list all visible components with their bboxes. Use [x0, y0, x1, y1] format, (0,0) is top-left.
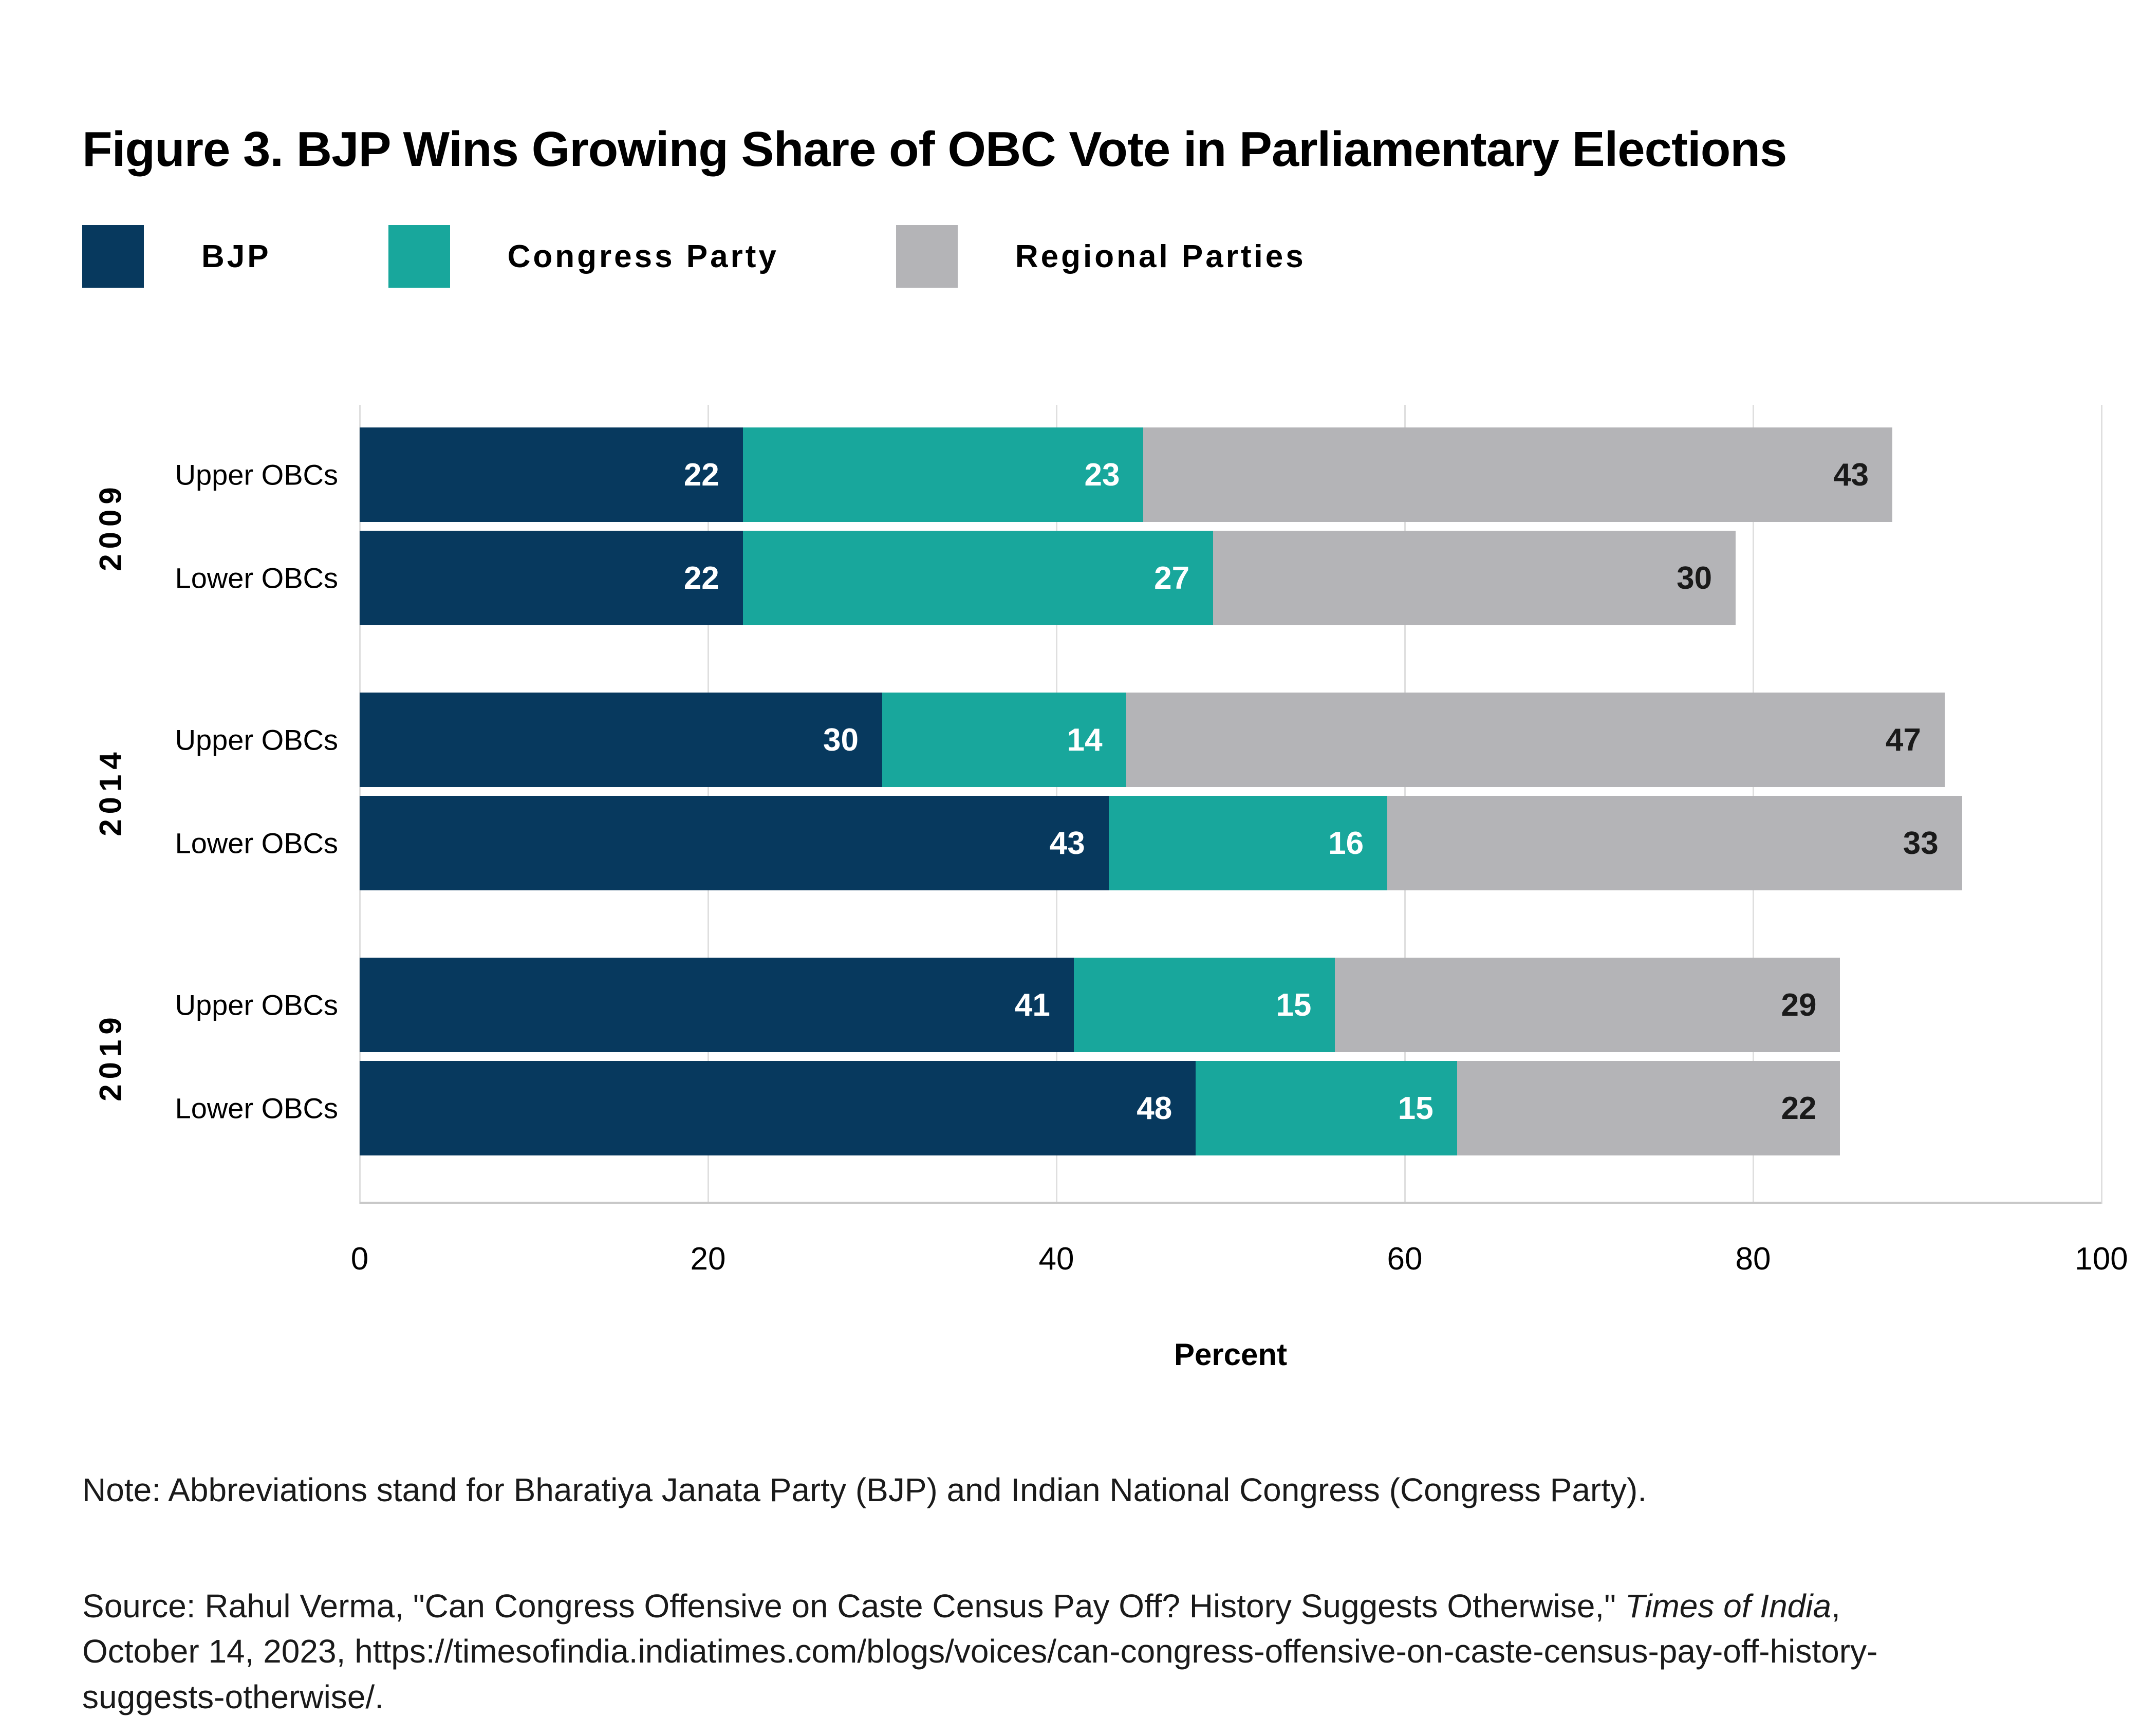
x-tick-label-60: 60 [1387, 1241, 1423, 1277]
bar-segment-bjp: 41 [360, 958, 1074, 1052]
bar-segment-regional-parties: 43 [1143, 427, 1893, 522]
legend-swatch-regional [896, 225, 958, 288]
bar-segment-bjp: 48 [360, 1061, 1196, 1155]
source-suffix: , October 14, 2023, https://timesofindia… [82, 1588, 1878, 1715]
x-tick-label-100: 100 [2075, 1241, 2128, 1277]
category-label: Lower OBCs [175, 1092, 338, 1125]
bar-row-2019-upper-obcs: Upper OBCs 41 15 29 [175, 958, 2101, 1052]
category-label: Lower OBCs [175, 827, 338, 860]
bar-track: 48 15 22 [360, 1061, 2101, 1155]
x-axis-title: Percent [1174, 1337, 1288, 1372]
bar-group-2014: 2014 Upper OBCs 30 14 47 Lower OBCs 43 16 33 [94, 693, 2101, 890]
year-label-2019: 2019 [93, 1012, 128, 1102]
bar-segment-congress-party: 15 [1073, 958, 1335, 1052]
bar-segment-regional-parties: 33 [1387, 796, 1962, 890]
legend-item-congress: Congress Party [388, 225, 779, 288]
bar-segment-bjp: 22 [360, 427, 743, 522]
category-label: Upper OBCs [175, 723, 338, 756]
bar-segment-congress-party: 14 [882, 693, 1126, 787]
category-label: Upper OBCs [175, 988, 338, 1021]
bar-group-2009: 2009 Upper OBCs 22 23 43 Lower OBCs 22 27 30 [94, 427, 2101, 625]
category-label: Lower OBCs [175, 562, 338, 594]
x-axis-line [360, 1202, 2101, 1204]
bar-row-2019-lower-obcs: Lower OBCs 48 15 22 [175, 1061, 2101, 1155]
bar-row-2014-lower-obcs: Lower OBCs 43 16 33 [175, 796, 2101, 890]
bar-segment-congress-party: 27 [742, 531, 1214, 625]
x-tick-label-40: 40 [1038, 1241, 1074, 1277]
legend-label-bjp: BJP [201, 238, 271, 274]
category-label: Upper OBCs [175, 458, 338, 491]
bar-track: 43 16 33 [360, 796, 2101, 890]
bar-row-2009-lower-obcs: Lower OBCs 22 27 30 [175, 531, 2101, 625]
x-tick-label-80: 80 [1735, 1241, 1771, 1277]
legend-swatch-bjp [82, 225, 144, 288]
year-label-2009: 2009 [93, 481, 128, 571]
bar-row-2009-upper-obcs: Upper OBCs 22 23 43 [175, 427, 2101, 522]
legend-label-regional: Regional Parties [1015, 238, 1306, 274]
source-text: Source: Rahul Verma, "Can Congress Offen… [82, 1583, 1932, 1720]
bar-track: 22 23 43 [360, 427, 2101, 522]
bar-group-2019: 2019 Upper OBCs 41 15 29 Lower OBCs 48 15 22 [94, 958, 2101, 1155]
bar-segment-regional-parties: 47 [1126, 693, 1945, 787]
bar-row-2014-upper-obcs: Upper OBCs 30 14 47 [175, 693, 2101, 787]
bar-segment-regional-parties: 29 [1335, 958, 1840, 1052]
chart-plot: 2009 Upper OBCs 22 23 43 Lower OBCs 22 27 30 2014… [94, 405, 2102, 1204]
bar-segment-bjp: 22 [360, 531, 743, 625]
legend-swatch-congress [388, 225, 450, 288]
source-publication: Times of India [1625, 1588, 1832, 1625]
bar-segment-regional-parties: 30 [1213, 531, 1736, 625]
legend-item-regional: Regional Parties [896, 225, 1306, 288]
x-tick-label-0: 0 [350, 1241, 369, 1277]
bar-track: 22 27 30 [360, 531, 2101, 625]
bar-track: 41 15 29 [360, 958, 2101, 1052]
bar-segment-congress-party: 15 [1196, 1061, 1457, 1155]
legend: BJP Congress Party Regional Parties [82, 225, 1306, 288]
bar-segment-regional-parties: 22 [1457, 1061, 1840, 1155]
bar-segment-bjp: 43 [360, 796, 1109, 890]
bar-segment-congress-party: 23 [742, 427, 1144, 522]
x-tick-label-20: 20 [690, 1241, 726, 1277]
x-tick-labels: 0 20 40 60 80 100 [351, 1241, 2128, 1287]
figure-title: Figure 3. BJP Wins Growing Share of OBC … [82, 122, 1787, 177]
bar-track: 30 14 47 [360, 693, 2101, 787]
source-prefix: Source: Rahul Verma, "Can Congress Offen… [82, 1588, 1625, 1625]
bar-segment-bjp: 30 [360, 693, 882, 787]
gridline-100 [2101, 405, 2102, 1204]
bar-segment-congress-party: 16 [1108, 796, 1388, 890]
legend-label-congress: Congress Party [507, 238, 779, 274]
note-text: Note: Abbreviations stand for Bharatiya … [82, 1471, 1647, 1508]
legend-item-bjp: BJP [82, 225, 271, 288]
bar-groups: 2009 Upper OBCs 22 23 43 Lower OBCs 22 27 30 2014… [94, 427, 2101, 1155]
year-label-2014: 2014 [93, 746, 128, 836]
